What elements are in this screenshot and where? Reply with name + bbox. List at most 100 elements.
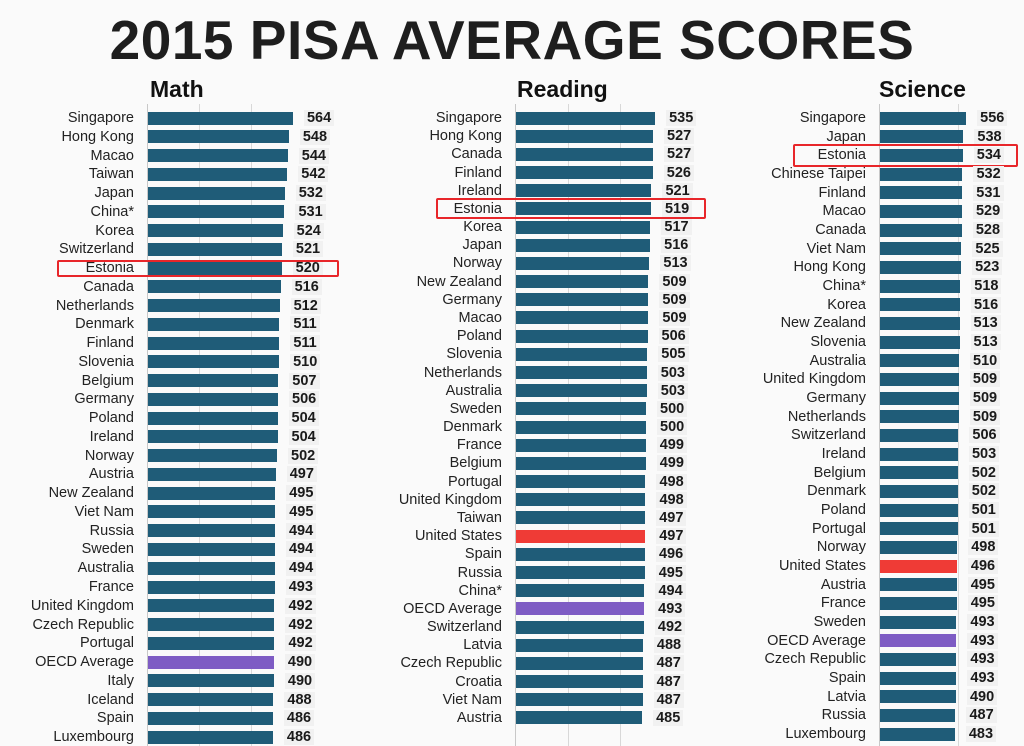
value-label: 492 (285, 616, 316, 633)
bar (516, 347, 648, 361)
value-label: 487 (653, 673, 684, 690)
bar (880, 503, 958, 517)
panel-title-reading: Reading (517, 76, 608, 102)
bar (880, 615, 957, 629)
value-label: 493 (967, 670, 998, 687)
value-label: 519 (661, 200, 693, 217)
value-label: 503 (657, 364, 688, 381)
category-label: Sweden (813, 614, 866, 631)
panel-title-math: Math (150, 76, 204, 102)
value-label: 509 (969, 390, 1001, 407)
value-label: 544 (298, 147, 329, 164)
category-label: Spain (828, 670, 866, 687)
bar (148, 467, 276, 481)
category-label: New Zealand (780, 315, 866, 332)
category-label: Denmark (75, 316, 134, 333)
category-label: Netherlands (423, 364, 502, 381)
bar (148, 674, 274, 688)
category-label: United States (778, 558, 866, 575)
bar (516, 438, 646, 452)
value-label: 510 (290, 353, 321, 370)
value-label: 488 (284, 691, 315, 708)
bar (516, 184, 652, 198)
value-label: 500 (657, 419, 688, 436)
category-label: Norway (452, 255, 502, 272)
category-label: Taiwan (456, 509, 502, 526)
category-label: Sweden (449, 400, 502, 417)
bar (880, 540, 958, 554)
bar (516, 675, 643, 689)
category-label: Singapore (435, 110, 502, 126)
category-label: Hong Kong (793, 259, 866, 276)
value-label: 564 (303, 110, 335, 126)
value-label: 538 (974, 128, 1005, 145)
bar (516, 220, 651, 234)
value-label: 483 (965, 726, 997, 743)
bar (516, 511, 646, 525)
category-label: Netherlands (55, 297, 134, 314)
category-label: Viet Nam (806, 240, 866, 257)
value-label: 495 (967, 576, 998, 593)
category-label: Russia (821, 707, 866, 724)
value-label: 516 (291, 278, 322, 295)
category-label: Poland (456, 328, 502, 345)
value-label: 521 (292, 241, 324, 258)
category-label: Canada (451, 146, 502, 163)
value-label: 496 (967, 558, 999, 575)
category-label: Luxembourg (53, 729, 134, 746)
category-label: Poland (820, 502, 866, 519)
value-label: 535 (666, 110, 697, 126)
bar (516, 275, 649, 289)
bar (516, 366, 647, 380)
value-label: 528 (972, 222, 1004, 239)
bar (148, 280, 281, 294)
highlight-box-estonia (793, 143, 1018, 167)
bar (880, 447, 958, 461)
value-label: 498 (656, 473, 687, 490)
bar (516, 693, 643, 707)
category-label: Slovenia (810, 334, 866, 351)
bar (516, 256, 650, 270)
bar-oecd-average (516, 602, 645, 616)
category-label: France (88, 579, 134, 595)
bar (516, 638, 643, 652)
axis-line (147, 104, 148, 746)
category-label: Poland (88, 410, 134, 427)
bar (516, 584, 645, 598)
bar (516, 620, 644, 634)
value-label: 503 (657, 382, 688, 399)
category-label: Germany (74, 391, 134, 408)
bar (148, 730, 273, 744)
value-label: 501 (968, 502, 999, 519)
bar (880, 428, 959, 442)
category-label: China* (822, 278, 866, 295)
bar (880, 354, 960, 368)
bar (148, 149, 288, 163)
bar (880, 578, 957, 592)
value-label: 506 (658, 328, 689, 345)
category-label: Viet Nam (74, 503, 134, 520)
bar (516, 566, 645, 579)
bar (880, 690, 956, 704)
bar-united-states (880, 559, 957, 573)
value-label: 493 (655, 600, 686, 617)
category-label: Korea (95, 222, 134, 239)
value-label: 531 (973, 184, 1004, 201)
category-label: Denmark (443, 419, 502, 436)
value-label: 486 (283, 729, 315, 746)
bar (880, 204, 962, 218)
value-label: 499 (656, 437, 687, 454)
bar (516, 111, 656, 125)
value-label: 534 (973, 147, 1004, 164)
bar (148, 449, 277, 463)
bar (148, 505, 276, 519)
category-label: Netherlands (787, 408, 866, 425)
category-label: Portugal (79, 635, 134, 652)
bar (880, 298, 960, 312)
value-label: 507 (289, 372, 320, 389)
value-label: 513 (660, 255, 691, 272)
value-label: 500 (657, 400, 688, 417)
bar (148, 261, 282, 275)
category-label: OECD Average (35, 654, 134, 671)
category-label: Switzerland (791, 427, 866, 444)
